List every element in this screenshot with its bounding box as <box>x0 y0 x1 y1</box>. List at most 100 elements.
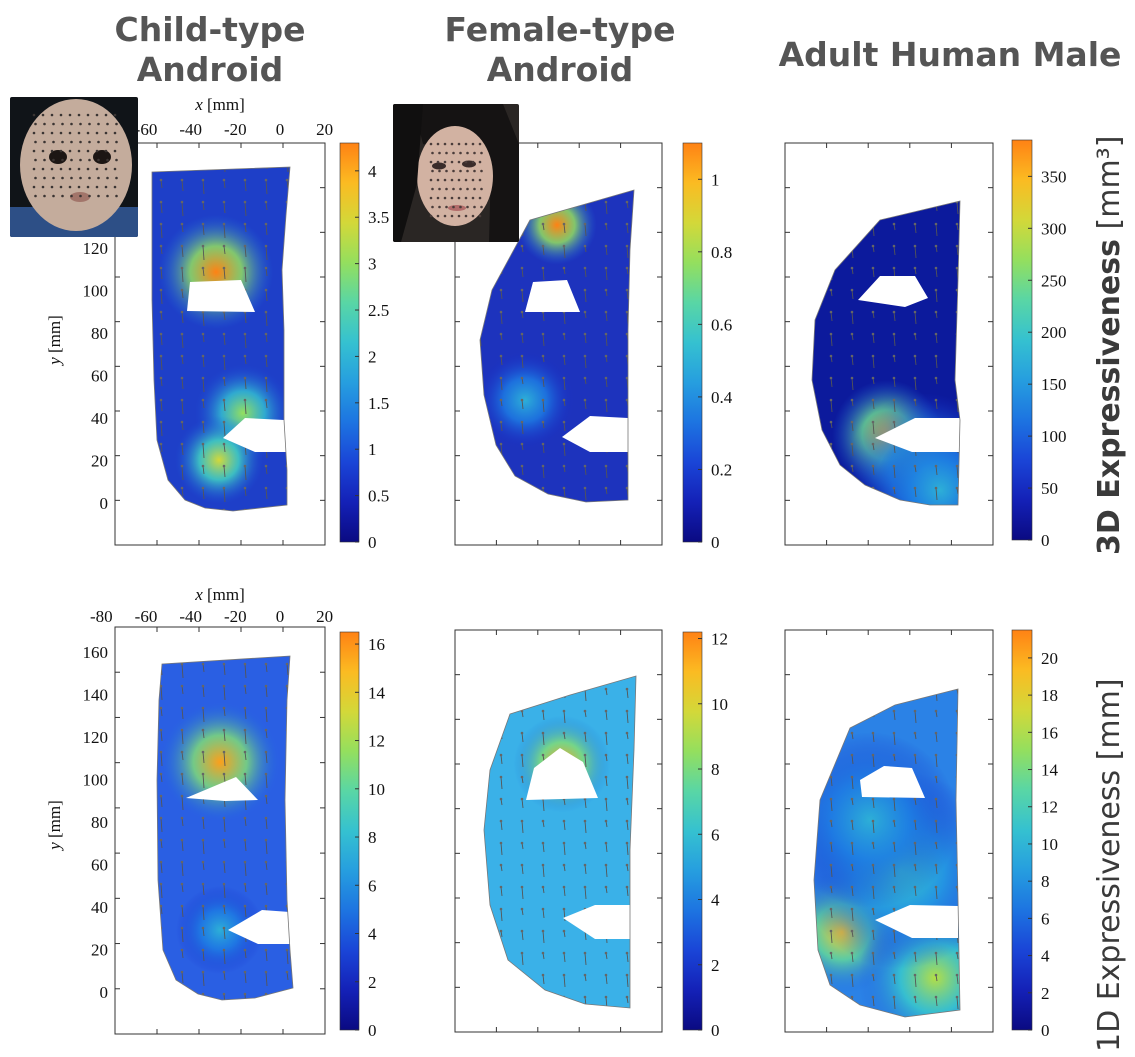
marker-dot <box>583 731 587 735</box>
marker-dot <box>264 332 268 336</box>
displacement-arrow <box>202 663 205 673</box>
marker-dot <box>892 354 896 358</box>
photo-marker-dot <box>95 131 99 135</box>
face-hole <box>563 905 630 939</box>
photo-marker-dot <box>443 178 447 182</box>
colorbar-tick-label: 12 <box>368 732 385 751</box>
photo-marker-dot <box>457 196 461 200</box>
displacement-arrow <box>563 443 566 457</box>
displacement-arrow <box>181 685 184 695</box>
x-tick-label: -40 <box>179 120 202 139</box>
photo-marker-dot <box>445 187 448 191</box>
marker-dot <box>285 662 289 666</box>
displacement-arrow <box>160 377 163 387</box>
displacement-arrow <box>605 245 608 256</box>
marker-dot <box>583 266 587 270</box>
photo-marker-dot <box>88 122 91 126</box>
marker-dot <box>892 709 896 713</box>
displacement-arrow <box>563 223 566 234</box>
marker-dot <box>243 464 247 468</box>
marker-dot <box>850 731 854 735</box>
displacement-arrow <box>223 487 226 503</box>
marker-dot <box>604 266 608 270</box>
displacement-arrow <box>584 399 587 410</box>
marker-dot <box>222 244 226 248</box>
photo-marker-dot <box>61 194 64 198</box>
marker-dot <box>520 731 524 735</box>
displacement-arrow <box>244 773 247 786</box>
displacement-arrow <box>202 883 205 896</box>
marker-dot <box>159 376 163 380</box>
marker-dot <box>562 464 566 468</box>
displacement-arrow <box>521 952 524 966</box>
photo-marker-dot <box>61 158 64 162</box>
y-tick-label: 80 <box>91 813 108 832</box>
marker-dot <box>871 376 875 380</box>
displacement-arrow <box>935 465 938 476</box>
marker-dot <box>222 882 226 886</box>
marker-dot <box>201 816 205 820</box>
photo-marker-dot <box>43 176 46 180</box>
displacement-arrow <box>605 710 608 721</box>
photo-marker-dot <box>436 178 440 182</box>
photo-marker-dot <box>445 169 448 173</box>
marker-dot <box>625 819 629 823</box>
displacement-arrow <box>935 333 938 344</box>
marker-dot <box>222 904 226 908</box>
displacement-arrow <box>851 355 854 366</box>
displacement-arrow <box>563 245 566 259</box>
marker-dot <box>541 464 545 468</box>
photo-marker-dot <box>59 113 63 117</box>
marker-dot <box>159 354 163 358</box>
marker-dot <box>829 442 833 446</box>
marker-dot <box>955 222 959 226</box>
displacement-arrow <box>626 952 629 963</box>
marker-dot <box>520 420 524 424</box>
photo-marker-dot <box>95 149 99 153</box>
face-hole <box>228 910 290 944</box>
marker-dot <box>499 354 503 358</box>
marker-dot <box>850 797 854 801</box>
displacement-arrow <box>872 754 875 768</box>
displacement-arrow <box>265 773 268 789</box>
displacement-arrow <box>202 839 205 855</box>
marker-dot <box>520 797 524 801</box>
displacement-arrow <box>872 820 875 834</box>
x-tick-label: -80 <box>90 607 113 626</box>
displacement-arrow <box>181 883 184 893</box>
displacement-arrow <box>914 974 917 988</box>
photo-marker-dot <box>113 167 117 171</box>
marker-dot <box>180 442 184 446</box>
photo-marker-dot <box>443 160 447 164</box>
photo-marker-dot <box>480 187 483 191</box>
displacement-arrow <box>605 333 608 347</box>
marker-dot <box>499 753 503 757</box>
marker-dot <box>159 904 163 908</box>
displacement-arrow <box>223 399 226 412</box>
marker-dot <box>562 731 566 735</box>
photo-marker-dot <box>464 178 468 182</box>
marker-dot <box>934 376 938 380</box>
marker-dot <box>201 398 205 402</box>
photo-marker-dot <box>34 140 37 144</box>
marker-dot <box>625 841 629 845</box>
marker-dot <box>520 885 524 889</box>
colorbar-tick-label: 0.8 <box>711 243 732 262</box>
displacement-arrow <box>223 421 226 437</box>
photo-marker-dot <box>41 131 45 135</box>
displacement-arrow <box>605 776 608 787</box>
photo-marker-dot <box>88 140 91 144</box>
photo-marker-dot <box>88 176 91 180</box>
marker-dot <box>871 819 875 823</box>
colorbar-tick-label: 10 <box>1041 835 1058 854</box>
displacement-arrow <box>893 443 896 454</box>
marker-dot <box>604 973 608 977</box>
column-title-child: Child-type Android <box>114 10 306 89</box>
photo-marker-dot <box>88 194 91 198</box>
x-tick-label: -60 <box>135 120 158 139</box>
marker-dot <box>201 420 205 424</box>
marker-dot <box>201 354 205 358</box>
photo-marker-dot <box>41 149 45 153</box>
displacement-arrow <box>626 886 629 897</box>
displacement-arrow <box>935 886 938 900</box>
